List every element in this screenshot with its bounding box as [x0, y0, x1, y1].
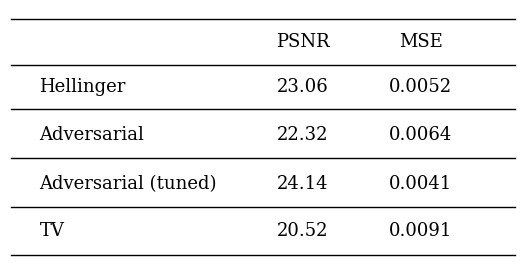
Text: PSNR: PSNR — [276, 33, 329, 51]
Text: 0.0052: 0.0052 — [389, 78, 452, 96]
Text: TV: TV — [39, 222, 64, 240]
Text: 0.0064: 0.0064 — [389, 126, 452, 144]
Text: 24.14: 24.14 — [277, 175, 328, 193]
Text: 0.0091: 0.0091 — [389, 222, 452, 240]
Text: Adversarial (tuned): Adversarial (tuned) — [39, 175, 217, 193]
Text: 0.0041: 0.0041 — [389, 175, 452, 193]
Text: 22.32: 22.32 — [277, 126, 328, 144]
Text: Hellinger: Hellinger — [39, 78, 126, 96]
Text: Adversarial: Adversarial — [39, 126, 144, 144]
Text: 20.52: 20.52 — [277, 222, 328, 240]
Text: 23.06: 23.06 — [277, 78, 328, 96]
Text: MSE: MSE — [399, 33, 443, 51]
